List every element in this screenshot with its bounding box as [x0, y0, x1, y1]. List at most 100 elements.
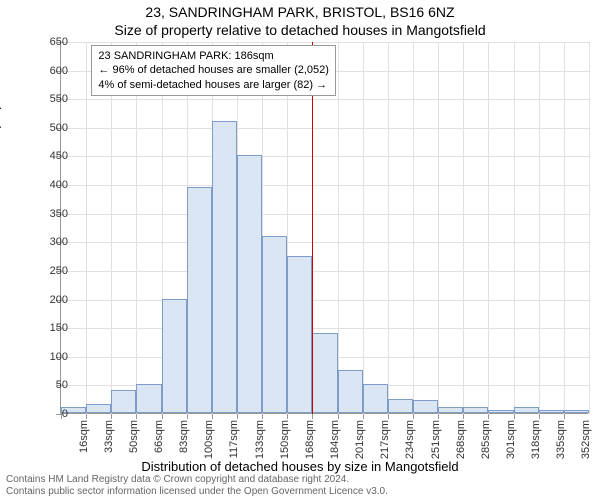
y-tick-label: 150 — [28, 322, 68, 334]
y-tick-label: 600 — [28, 65, 68, 77]
annotation-line2: ← 96% of detached houses are smaller (2,… — [98, 63, 329, 77]
x-tick-label: 201sqm — [354, 420, 366, 462]
histogram-bar — [187, 187, 212, 413]
histogram-bar — [111, 390, 136, 413]
x-tick-mark — [338, 414, 339, 419]
x-tick-mark — [488, 414, 489, 419]
histogram-bar — [539, 410, 564, 413]
x-tick-mark — [187, 414, 188, 419]
gridline-v — [514, 42, 515, 414]
x-tick-label: 285sqm — [480, 420, 492, 462]
footer-text: Contains HM Land Registry data © Crown c… — [6, 474, 388, 498]
x-tick-label: 251sqm — [430, 420, 442, 462]
histogram-bar — [312, 333, 337, 413]
x-tick-mark — [438, 414, 439, 419]
histogram-bar — [514, 407, 539, 413]
y-axis-label: Number of detached properties — [0, 71, 2, 250]
x-tick-mark — [262, 414, 263, 419]
footer-line1: Contains HM Land Registry data © Crown c… — [6, 474, 388, 486]
x-tick-label: 66sqm — [153, 420, 165, 462]
x-tick-label: 100sqm — [203, 420, 215, 462]
histogram-bar — [237, 155, 262, 413]
x-tick-mark — [136, 414, 137, 419]
gridline-h — [61, 214, 589, 215]
gridline-h — [61, 242, 589, 243]
chart-title-line1: 23, SANDRINGHAM PARK, BRISTOL, BS16 6NZ — [0, 4, 600, 20]
x-tick-mark — [388, 414, 389, 419]
x-tick-label: 133sqm — [254, 420, 266, 462]
x-tick-mark — [212, 414, 213, 419]
x-tick-label: 83sqm — [178, 420, 190, 462]
histogram-bar — [488, 410, 513, 413]
gridline-v — [338, 42, 339, 414]
histogram-bar — [212, 121, 237, 413]
histogram-bar — [363, 384, 388, 413]
histogram-bar — [136, 384, 161, 413]
x-tick-label: 33sqm — [103, 420, 115, 462]
y-tick-label: 300 — [28, 236, 68, 248]
footer-line2: Contains public sector information licen… — [6, 486, 388, 498]
x-tick-label: 117sqm — [228, 420, 240, 462]
x-tick-label: 268sqm — [455, 420, 467, 462]
x-tick-label: 168sqm — [304, 420, 316, 462]
histogram-bar — [262, 236, 287, 413]
x-tick-label: 217sqm — [379, 420, 391, 462]
x-tick-mark — [111, 414, 112, 419]
y-tick-label: 250 — [28, 265, 68, 277]
gridline-h — [61, 156, 589, 157]
gridline-v — [86, 42, 87, 414]
gridline-v — [564, 42, 565, 414]
gridline-h — [61, 328, 589, 329]
x-tick-label: 301sqm — [505, 420, 517, 462]
x-tick-mark — [86, 414, 87, 419]
y-tick-label: 100 — [28, 351, 68, 363]
gridline-h — [61, 300, 589, 301]
gridline-v — [111, 42, 112, 414]
x-tick-mark — [514, 414, 515, 419]
gridline-v — [539, 42, 540, 414]
y-tick-label: 500 — [28, 122, 68, 134]
reference-line — [312, 42, 313, 414]
chart-plot-area: 16sqm33sqm50sqm66sqm83sqm100sqm117sqm133… — [60, 42, 588, 414]
x-tick-mark — [312, 414, 313, 419]
chart-title-line2: Size of property relative to detached ho… — [0, 22, 600, 38]
y-tick-label: 400 — [28, 179, 68, 191]
chart-container: 23, SANDRINGHAM PARK, BRISTOL, BS16 6NZ … — [0, 0, 600, 500]
x-tick-mark — [539, 414, 540, 419]
gridline-h — [61, 271, 589, 272]
x-tick-label: 335sqm — [555, 420, 567, 462]
gridline-v — [413, 42, 414, 414]
x-tick-label: 16sqm — [78, 420, 90, 462]
y-tick-label: 0 — [28, 408, 68, 420]
gridline-v — [388, 42, 389, 414]
y-tick-label: 450 — [28, 150, 68, 162]
y-tick-label: 350 — [28, 208, 68, 220]
gridline-h — [61, 185, 589, 186]
gridline-h — [61, 128, 589, 129]
y-tick-label: 650 — [28, 36, 68, 48]
y-tick-label: 550 — [28, 93, 68, 105]
x-tick-label: 318sqm — [530, 420, 542, 462]
gridline-v — [463, 42, 464, 414]
x-tick-mark — [237, 414, 238, 419]
histogram-bar — [86, 404, 111, 413]
gridline-v — [363, 42, 364, 414]
histogram-bar — [564, 410, 589, 413]
y-tick-label: 50 — [28, 379, 68, 391]
x-tick-label: 234sqm — [404, 420, 416, 462]
gridline-v — [438, 42, 439, 414]
y-tick-label: 200 — [28, 294, 68, 306]
histogram-bar — [413, 400, 438, 413]
x-tick-label: 352sqm — [580, 420, 592, 462]
histogram-bar — [338, 370, 363, 413]
x-tick-mark — [162, 414, 163, 419]
x-tick-mark — [564, 414, 565, 419]
gridline-v — [589, 42, 590, 414]
x-tick-label: 150sqm — [279, 420, 291, 462]
annotation-box: 23 SANDRINGHAM PARK: 186sqm ← 96% of det… — [91, 45, 336, 96]
histogram-bar — [162, 299, 187, 413]
gridline-v — [488, 42, 489, 414]
x-tick-label: 184sqm — [329, 420, 341, 462]
gridline-v — [136, 42, 137, 414]
x-tick-mark — [287, 414, 288, 419]
